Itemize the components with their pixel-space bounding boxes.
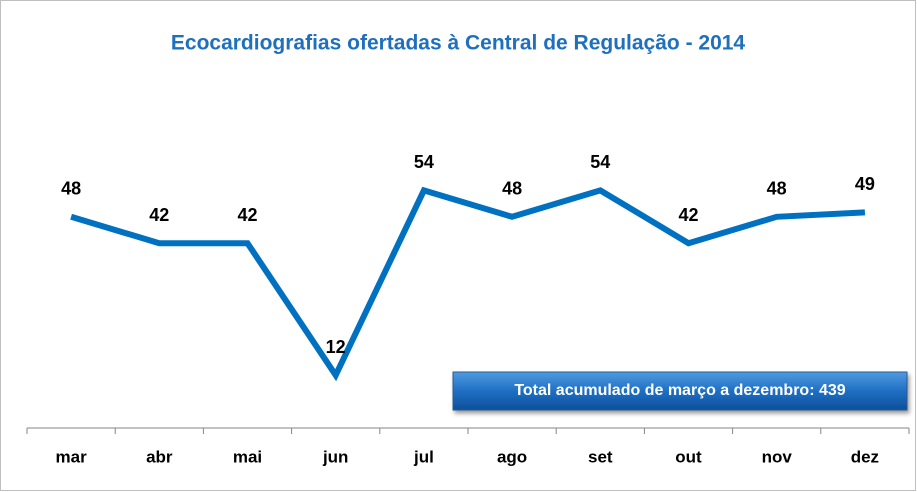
x-tick-label: set <box>588 447 613 466</box>
x-tick-label: mai <box>233 447 262 466</box>
chart-title: Ecocardiografias ofertadas à Central de … <box>171 32 746 55</box>
data-label: 42 <box>237 205 257 225</box>
x-tick-label: dez <box>851 447 879 466</box>
line <box>70 186 866 382</box>
x-tick-label: nov <box>762 447 793 466</box>
annotation-box <box>452 371 908 411</box>
data-label: 12 <box>326 337 346 357</box>
x-tick-label: ago <box>497 447 527 466</box>
data-label: 42 <box>149 205 169 225</box>
x-tick-label: jul <box>413 447 434 466</box>
data-label: 54 <box>414 152 434 172</box>
x-tick-label: mar <box>56 447 88 466</box>
annotation: Total acumulado de março a dezembro: 439 <box>514 382 845 399</box>
data-label: 49 <box>855 174 875 194</box>
x-tick-label: out <box>675 447 702 466</box>
x-tick-label: jun <box>322 447 349 466</box>
data-label: 54 <box>590 152 610 172</box>
data-label: 42 <box>678 205 698 225</box>
data-label: 48 <box>767 179 787 199</box>
data-label: 48 <box>61 179 81 199</box>
data-label: 48 <box>502 179 522 199</box>
x-tick-label: abr <box>146 447 173 466</box>
